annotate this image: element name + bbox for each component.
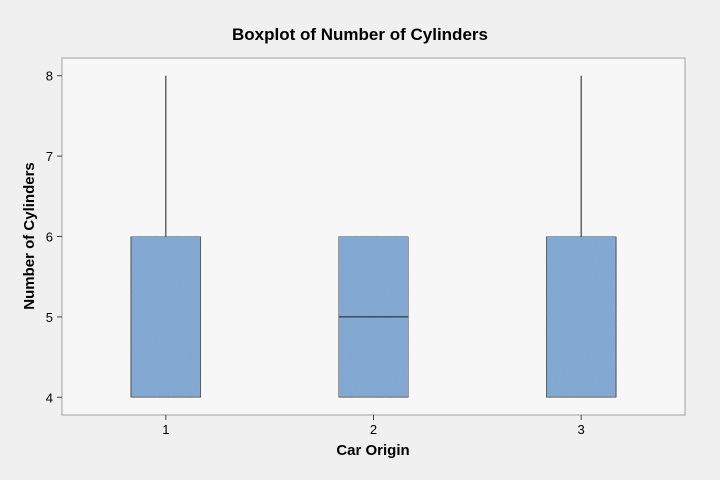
x-axis: 1 2 3 [162,415,585,437]
x-axis-label: Car Origin [336,442,409,459]
y-tick-label: 5 [46,310,53,325]
y-tick-label: 6 [46,230,53,245]
x-tick-label: 3 [578,422,585,437]
box-group-2 [338,236,409,398]
box-iqr [130,236,202,398]
box-group-1 [130,75,202,398]
y-tick-label: 8 [46,69,53,84]
box-iqr [545,236,617,398]
boxplot-series [130,75,617,398]
box-group-3 [545,75,617,398]
x-tick-label: 2 [370,422,377,437]
y-tick-label: 4 [46,390,53,405]
x-tick-label: 1 [162,422,169,437]
y-axis: 4 5 6 7 8 [46,69,62,405]
chart-title: Boxplot of Number of Cylinders [232,25,488,44]
y-tick-label: 7 [46,149,53,164]
y-axis-label: Number of Cylinders [21,162,38,310]
